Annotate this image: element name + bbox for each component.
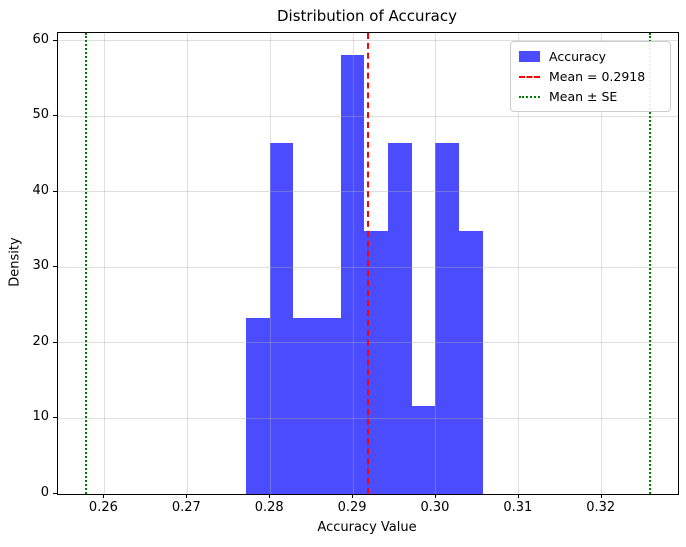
x-tick: [352, 494, 354, 498]
x-axis-label: Accuracy Value: [317, 520, 417, 535]
y-tick: [53, 190, 57, 192]
histogram-bar: [340, 54, 365, 494]
reference-lines: [58, 33, 678, 494]
x-tick: [269, 494, 271, 498]
x-tick: [103, 494, 105, 498]
x-gridline: [518, 33, 520, 494]
chart-title: Distribution of Accuracy: [277, 7, 457, 25]
x-tick-label: 0.31: [503, 500, 533, 515]
histogram-bar: [293, 318, 317, 494]
histogram-bar: [459, 230, 483, 494]
legend-label: Mean ± SE: [549, 89, 618, 104]
x-gridline: [435, 33, 437, 494]
legend-dashed-line-swatch: [519, 75, 540, 78]
x-gridline: [352, 33, 354, 494]
se-line: [648, 33, 651, 494]
histogram-bar: [269, 142, 294, 494]
legend-label: Mean = 0.2918: [549, 69, 646, 84]
se-line: [85, 33, 88, 494]
legend-label: Accuracy: [549, 49, 607, 64]
legend-entry-accuracy: Accuracy: [519, 49, 662, 64]
legend-patch-swatch: [519, 51, 540, 62]
x-tick-label: 0.27: [171, 500, 201, 515]
y-tick-label: 30: [32, 258, 49, 274]
y-tick: [53, 115, 57, 117]
y-tick: [53, 493, 57, 494]
x-gridline: [103, 33, 105, 494]
histogram-bar: [388, 142, 412, 494]
x-tick-label: 0.29: [337, 500, 367, 515]
x-tick: [434, 494, 436, 498]
histogram-bar: [316, 318, 341, 494]
x-gridline: [269, 33, 271, 494]
histogram-bar: [411, 406, 436, 494]
x-tick-label: 0.32: [586, 500, 616, 515]
legend-dotted-line-swatch: [519, 95, 540, 98]
x-tick: [600, 494, 602, 498]
y-tick: [53, 341, 57, 343]
x-tick: [186, 494, 188, 498]
y-tick-label: 40: [32, 182, 49, 198]
x-tick-label: 0.26: [88, 500, 118, 515]
y-axis-label: Density: [7, 237, 23, 287]
y-tick-label: 50: [32, 107, 49, 123]
y-tick: [53, 266, 57, 268]
legend-entry-mean: Mean = 0.2918: [519, 69, 662, 84]
x-gridline: [601, 33, 603, 494]
legend-entry-se: Mean ± SE: [519, 89, 662, 104]
y-tick-label: 60: [32, 31, 49, 47]
histogram-bar: [364, 230, 389, 494]
x-tick-label: 0.28: [254, 500, 284, 515]
x-tick-label: 0.30: [420, 500, 450, 515]
histogram-bar: [435, 142, 460, 494]
x-tick: [517, 494, 519, 498]
x-gridline: [186, 33, 188, 494]
legend: Accuracy Mean = 0.2918 Mean ± SE: [510, 41, 671, 112]
y-tick-label: 20: [32, 333, 49, 349]
plot-area: Accuracy Mean = 0.2918 Mean ± SE: [57, 32, 679, 495]
y-tick: [53, 39, 57, 41]
y-tick-label: 0: [40, 485, 49, 500]
histogram-bars: [58, 33, 678, 494]
mean-line: [367, 33, 369, 494]
y-tick-label: 10: [32, 409, 49, 425]
y-tick: [53, 417, 57, 419]
histogram-bar: [245, 318, 270, 494]
